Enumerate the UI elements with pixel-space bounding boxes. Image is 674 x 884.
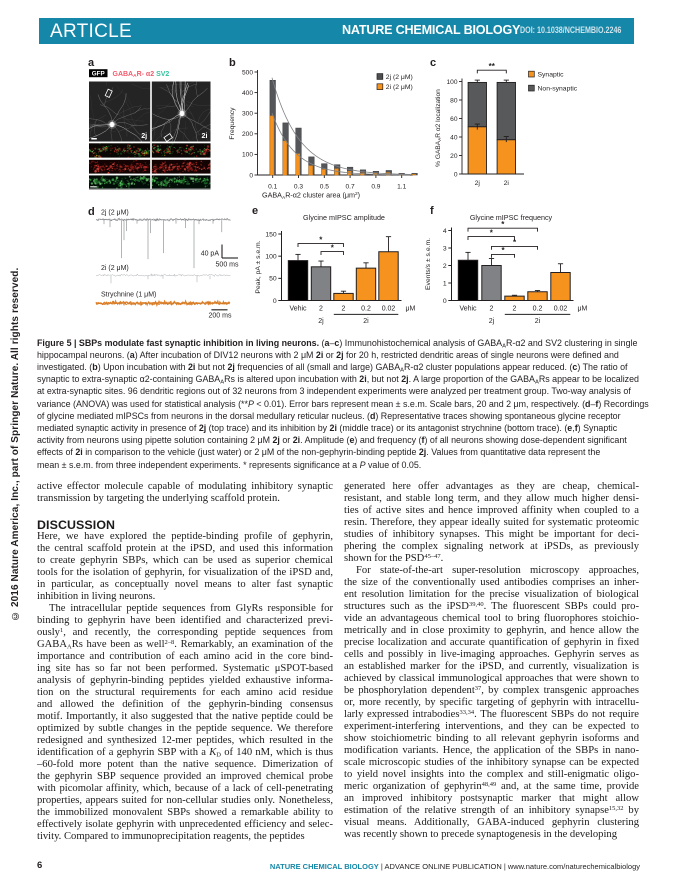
svg-text:b: b xyxy=(229,57,236,69)
svg-text:2i: 2i xyxy=(504,180,510,187)
svg-text:2: 2 xyxy=(443,263,447,270)
svg-text:80: 80 xyxy=(450,97,458,104)
svg-text:0.2: 0.2 xyxy=(361,306,371,313)
svg-text:0.7: 0.7 xyxy=(346,184,355,191)
svg-text:e: e xyxy=(252,205,258,217)
svg-text:20: 20 xyxy=(450,153,458,160)
svg-text:Frequency: Frequency xyxy=(229,107,236,140)
svg-text:500: 500 xyxy=(242,69,253,76)
svg-text:% GABAAR α2 localization: % GABAAR α2 localization xyxy=(435,89,442,167)
svg-text:40 pA: 40 pA xyxy=(201,251,220,258)
svg-text:*: * xyxy=(501,220,505,229)
svg-text:200: 200 xyxy=(242,131,253,138)
svg-text:2j: 2j xyxy=(318,318,324,325)
svg-text:*: * xyxy=(319,235,323,244)
svg-text:2: 2 xyxy=(319,306,323,313)
svg-text:2j: 2j xyxy=(141,131,147,140)
svg-text:Vehic: Vehic xyxy=(459,306,477,313)
svg-text:0.2: 0.2 xyxy=(533,306,543,313)
svg-text:2i: 2i xyxy=(202,131,208,140)
svg-text:0: 0 xyxy=(454,171,458,178)
svg-text:100: 100 xyxy=(242,152,253,159)
svg-text:Synaptic: Synaptic xyxy=(538,72,565,79)
svg-text:**: ** xyxy=(489,62,496,71)
svg-text:300: 300 xyxy=(242,111,253,118)
svg-text:2j: 2j xyxy=(489,318,495,325)
svg-text:50: 50 xyxy=(269,276,277,283)
svg-text:Glycine mIPSC amplitude: Glycine mIPSC amplitude xyxy=(303,213,385,222)
svg-text:*: * xyxy=(331,243,335,252)
svg-text:2i (2 μM): 2i (2 μM) xyxy=(386,84,413,91)
svg-text:Peak, pA ± s.e.m.: Peak, pA ± s.e.m. xyxy=(255,240,262,293)
svg-text:150: 150 xyxy=(265,231,277,238)
svg-text:1.1: 1.1 xyxy=(397,184,406,191)
svg-text:2j (2 μM): 2j (2 μM) xyxy=(101,210,129,217)
svg-text:500 ms: 500 ms xyxy=(216,262,239,269)
svg-text:0.3: 0.3 xyxy=(294,184,303,191)
svg-text:2: 2 xyxy=(490,306,494,313)
svg-text:μM: μM xyxy=(406,306,416,313)
svg-text:c: c xyxy=(430,57,436,69)
svg-text:100: 100 xyxy=(265,254,277,261)
svg-text:0.1: 0.1 xyxy=(268,184,277,191)
svg-text:GABAAR-α2 cluster area (μm2): GABAAR-α2 cluster area (μm2) xyxy=(262,191,360,201)
svg-text:200 ms: 200 ms xyxy=(209,313,232,320)
svg-text:0.02: 0.02 xyxy=(382,306,396,313)
svg-text:f: f xyxy=(430,205,434,217)
svg-text:0: 0 xyxy=(273,298,277,305)
svg-text:2i: 2i xyxy=(535,318,541,325)
svg-text:4: 4 xyxy=(443,228,447,235)
svg-text:0: 0 xyxy=(443,298,447,305)
svg-text:60: 60 xyxy=(450,116,458,123)
svg-text:Non-synaptic: Non-synaptic xyxy=(538,86,578,93)
svg-text:40: 40 xyxy=(450,134,458,141)
svg-text:*: * xyxy=(490,228,494,237)
svg-text:2i (2 μM): 2i (2 μM) xyxy=(101,265,129,272)
svg-text:400: 400 xyxy=(242,90,253,97)
svg-text:0.9: 0.9 xyxy=(371,184,380,191)
svg-text:2: 2 xyxy=(342,306,346,313)
svg-text:GABAAR- α2 SV2: GABAAR- α2 SV2 xyxy=(113,71,170,79)
svg-text:Events/s ± s.e.m.: Events/s ± s.e.m. xyxy=(425,238,432,290)
svg-text:2: 2 xyxy=(513,306,517,313)
svg-text:1: 1 xyxy=(443,280,447,287)
svg-text:2i: 2i xyxy=(363,318,369,325)
svg-text:100: 100 xyxy=(446,79,457,86)
svg-text:0.5: 0.5 xyxy=(320,184,329,191)
svg-text:2j (2 μM): 2j (2 μM) xyxy=(386,74,413,81)
svg-text:d: d xyxy=(88,206,95,218)
svg-text:3: 3 xyxy=(443,245,447,252)
svg-text:0.02: 0.02 xyxy=(554,306,568,313)
svg-text:Glycine mIPSC frequency: Glycine mIPSC frequency xyxy=(470,213,553,222)
svg-text:Strychnine (1 μM): Strychnine (1 μM) xyxy=(101,292,156,299)
svg-text:*: * xyxy=(501,246,505,255)
svg-text:GFP: GFP xyxy=(92,71,105,78)
svg-text:*: * xyxy=(513,238,517,247)
svg-text:Vehic: Vehic xyxy=(289,306,307,313)
svg-text:0: 0 xyxy=(249,172,253,179)
svg-text:μM: μM xyxy=(578,306,588,313)
svg-text:2j: 2j xyxy=(475,180,481,187)
svg-text:a: a xyxy=(88,57,95,69)
